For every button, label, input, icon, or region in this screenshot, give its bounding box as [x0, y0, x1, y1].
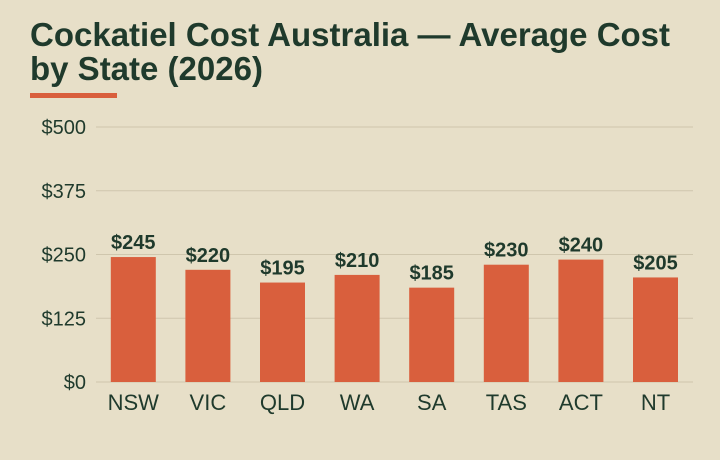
y-tick-label: $125: [42, 308, 87, 330]
bar-value-label: $220: [186, 245, 231, 267]
x-tick-label: VIC: [190, 390, 227, 415]
bar-value-label: $195: [260, 258, 305, 280]
chart-title: Cockatiel Cost Australia — Average Cost …: [30, 16, 671, 87]
x-tick-label: TAS: [486, 390, 527, 415]
title-accent-underline: [30, 93, 117, 98]
bar: [409, 287, 455, 382]
title-block: Cockatiel Cost Australia — Average Cost …: [30, 18, 690, 98]
bar: [110, 257, 156, 382]
y-tick-label: $375: [42, 181, 87, 203]
x-tick-label: ACT: [559, 390, 603, 415]
x-axis-tick-labels: NSW VIC QLD WA SA TAS ACT NT: [108, 390, 671, 415]
x-tick-label: SA: [417, 390, 447, 415]
bar: [185, 269, 231, 382]
x-tick-label: NSW: [108, 390, 160, 415]
bar-value-label: $210: [335, 250, 380, 272]
bar-value-label: $245: [111, 232, 156, 254]
bar: [260, 282, 305, 382]
data-labels: $245 $220 $195 $210 $185 $230 $240 $205: [111, 232, 678, 285]
bar: [483, 264, 529, 382]
bar-value-label: $185: [409, 263, 454, 285]
bar: [633, 277, 678, 382]
bar-value-label: $240: [559, 235, 604, 257]
y-tick-label: $500: [42, 117, 87, 139]
bar: [558, 259, 604, 382]
y-tick-label: $250: [42, 245, 87, 267]
bar-value-label: $205: [633, 252, 678, 274]
y-tick-label: $0: [64, 372, 86, 394]
y-axis-tick-labels: $0 $125 $250 $375 $500: [42, 117, 87, 394]
bar: [334, 274, 380, 382]
bar-value-label: $230: [484, 240, 529, 262]
x-tick-label: WA: [340, 390, 375, 415]
bars: [110, 257, 678, 382]
x-tick-label: NT: [641, 390, 670, 415]
x-tick-label: QLD: [260, 390, 305, 415]
